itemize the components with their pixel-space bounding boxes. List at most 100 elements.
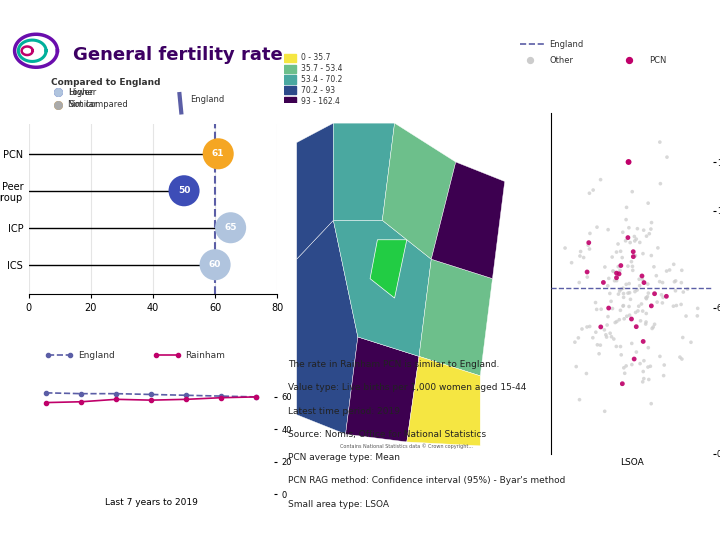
Point [621, 280, 632, 289]
Point [601, 321, 613, 329]
Point [566, 258, 577, 267]
Point [52, 87, 63, 96]
Point [615, 306, 626, 315]
Point [629, 237, 641, 245]
X-axis label: Last 7 years to 2019: Last 7 years to 2019 [105, 498, 197, 507]
Point [659, 361, 670, 369]
Point [623, 158, 634, 166]
Point [212, 150, 224, 158]
Text: 60: 60 [209, 260, 221, 269]
Point [624, 238, 636, 247]
Point [692, 312, 703, 320]
Point [210, 260, 221, 269]
Point [654, 277, 665, 286]
Point [570, 362, 582, 371]
Point [627, 266, 639, 275]
Point [638, 278, 649, 287]
Point [636, 275, 648, 284]
Point [621, 362, 632, 370]
Point [631, 348, 642, 356]
Point [646, 301, 657, 310]
Point [651, 272, 662, 280]
Point [581, 268, 593, 276]
Point [630, 308, 642, 317]
Text: Value type: Live births per 1,000 women aged 15-44: Value type: Live births per 1,000 women … [288, 383, 526, 392]
Point [646, 218, 657, 227]
Point [616, 380, 628, 389]
Text: 70.2 - 93: 70.2 - 93 [301, 86, 336, 95]
Point [618, 363, 629, 372]
Point [645, 400, 657, 408]
Text: PCN RAG method: Confidence interval (95%) - Byar's method: PCN RAG method: Confidence interval (95%… [288, 476, 565, 485]
Point [599, 262, 611, 271]
Point [634, 359, 646, 368]
Point [647, 323, 659, 332]
Point [621, 215, 632, 224]
Point [524, 56, 536, 64]
Point [618, 314, 630, 323]
Point [631, 225, 643, 233]
Point [593, 349, 605, 358]
Text: Contains National Statistics data © Crown copyright...: Contains National Statistics data © Crow… [341, 443, 473, 449]
Text: Higher: Higher [68, 87, 96, 97]
Point [623, 224, 634, 232]
Point [559, 244, 571, 252]
Point [620, 237, 631, 245]
Point [619, 369, 631, 377]
Polygon shape [297, 220, 358, 434]
Point [631, 235, 642, 244]
Point [52, 100, 63, 109]
Point [626, 360, 638, 369]
Point [604, 329, 616, 338]
Polygon shape [407, 356, 480, 446]
Point [615, 261, 626, 270]
Point [638, 374, 649, 383]
Point [569, 338, 580, 347]
Text: 65: 65 [225, 223, 237, 232]
Point [580, 369, 592, 378]
Point [633, 302, 644, 310]
Point [573, 278, 585, 287]
Point [670, 287, 681, 295]
Point [654, 352, 666, 361]
Point [599, 407, 611, 416]
Point [626, 339, 637, 348]
Text: Rainham: Rainham [186, 350, 225, 360]
Point [649, 320, 660, 329]
Point [614, 266, 626, 275]
Point [677, 333, 688, 342]
Bar [284, 86, 296, 94]
Point [624, 311, 635, 320]
Point [602, 281, 613, 290]
Point [584, 229, 595, 238]
Point [575, 247, 586, 256]
Point [600, 333, 612, 341]
Point [581, 323, 593, 332]
Point [631, 286, 643, 294]
Polygon shape [297, 123, 333, 259]
Point [661, 267, 672, 275]
Bar [284, 54, 296, 62]
Text: 53.4 - 70.2: 53.4 - 70.2 [301, 75, 343, 84]
Bar [284, 97, 296, 105]
Point [617, 284, 629, 293]
Point [629, 232, 640, 241]
Point [611, 276, 622, 285]
X-axis label: LSOA: LSOA [620, 458, 644, 467]
Text: The rate in Rainham PCN is similar to England.: The rate in Rainham PCN is similar to En… [288, 360, 500, 369]
Point [624, 56, 635, 64]
Text: England: England [78, 350, 114, 360]
Point [632, 307, 644, 315]
Point [680, 312, 692, 320]
Point [634, 275, 645, 284]
Point [636, 300, 647, 308]
Text: England: England [549, 40, 584, 49]
Point [627, 247, 639, 256]
Polygon shape [382, 123, 456, 259]
Text: PCN: PCN [649, 56, 666, 65]
Text: Other: Other [549, 56, 574, 65]
Text: 14: 14 [9, 10, 28, 24]
Point [643, 375, 654, 384]
Point [595, 322, 606, 331]
Text: 61: 61 [212, 149, 225, 158]
